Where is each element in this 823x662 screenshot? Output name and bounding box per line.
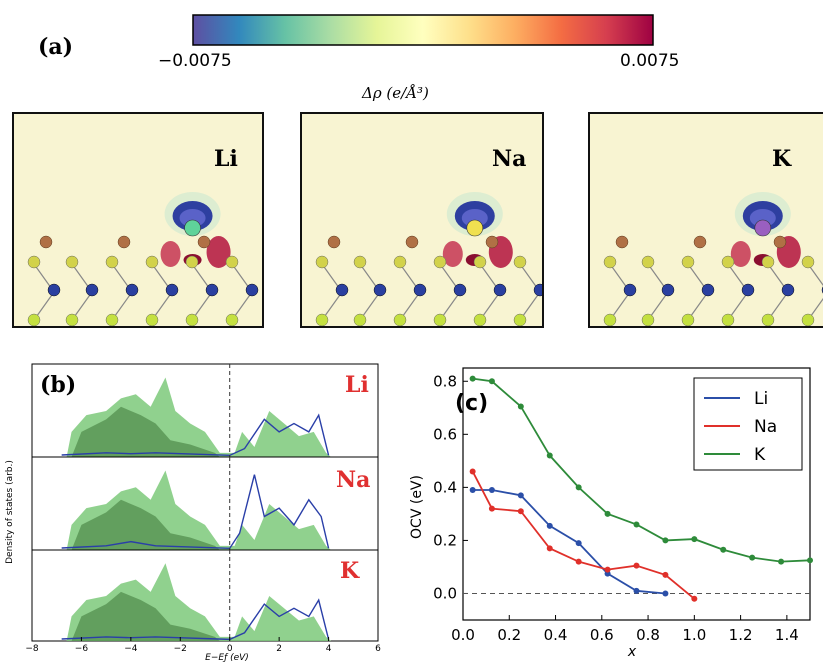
ocv-y-tick-label: 0.4 bbox=[433, 478, 457, 496]
snapshot-li: Li bbox=[12, 112, 264, 328]
adsorbed-ion bbox=[466, 219, 484, 237]
data-point bbox=[720, 546, 727, 553]
data-point bbox=[546, 545, 553, 552]
data-point bbox=[604, 566, 611, 573]
panel-b-label: (b) bbox=[40, 372, 77, 398]
colorbar-axis-label: Δρ (e/Å³) bbox=[362, 84, 429, 102]
data-point bbox=[517, 508, 524, 515]
charge-density bbox=[442, 192, 513, 268]
ocv-series bbox=[469, 375, 813, 602]
data-point bbox=[488, 487, 495, 494]
dos-x-tick-label: −6 bbox=[75, 644, 89, 654]
snapshot-li-label: Li bbox=[214, 146, 238, 172]
dos-x-tick-label: 4 bbox=[326, 644, 332, 654]
adsorbed-ion bbox=[184, 219, 201, 237]
data-point bbox=[662, 537, 669, 544]
snapshot-na: Na bbox=[300, 112, 544, 328]
dos-ylabel: Density of states (arb.) bbox=[5, 460, 15, 564]
lattice bbox=[27, 235, 259, 326]
ocv-x-tick-label: 0.8 bbox=[636, 626, 660, 644]
dos-subplot bbox=[31, 549, 379, 642]
dos-x-tick-label: −8 bbox=[25, 644, 39, 654]
dos-subplots bbox=[31, 363, 379, 642]
dos-subplot bbox=[31, 456, 379, 551]
adsorbed-ion bbox=[754, 219, 772, 237]
series-k bbox=[469, 375, 813, 565]
data-point bbox=[546, 522, 553, 529]
colorbar bbox=[192, 14, 654, 46]
snapshot-na-label: Na bbox=[492, 146, 527, 172]
series-na bbox=[469, 468, 698, 602]
data-point bbox=[778, 558, 785, 565]
legend-box bbox=[693, 377, 803, 471]
ocv-y-tick-label: 0.2 bbox=[433, 531, 457, 549]
data-point bbox=[807, 557, 813, 564]
data-point bbox=[691, 536, 698, 543]
snapshot-na-image bbox=[315, 192, 542, 326]
data-point bbox=[575, 558, 582, 565]
data-point bbox=[691, 595, 698, 602]
colorbar-max-label: 0.0075 bbox=[620, 51, 680, 71]
ocv-x-tick-label: 0.6 bbox=[590, 626, 614, 644]
ocv-x-tick-label: 0.4 bbox=[544, 626, 568, 644]
data-point bbox=[488, 378, 495, 385]
dos-x-tick-label: 2 bbox=[276, 644, 282, 654]
dos-x-tick-label: −2 bbox=[174, 644, 187, 654]
data-point bbox=[575, 540, 582, 547]
ocv-y-tick-label: 0.6 bbox=[433, 425, 457, 443]
dos-li-label: Li bbox=[345, 372, 369, 398]
ocv-y-tick-label: 0.8 bbox=[433, 372, 457, 390]
data-point bbox=[662, 571, 669, 578]
legend-label: Na bbox=[754, 417, 777, 437]
colorbar-bar bbox=[192, 14, 654, 46]
snapshot-k-image bbox=[603, 192, 823, 326]
dos-x-tick-label: −4 bbox=[124, 644, 138, 654]
data-point bbox=[546, 452, 553, 459]
snapshot-li-image bbox=[27, 192, 259, 326]
ocv-x-tick-label: 1.0 bbox=[682, 626, 706, 644]
charge-density bbox=[160, 192, 231, 268]
dos-x-tick-label: 6 bbox=[375, 644, 381, 654]
ocv-xlabel: x bbox=[627, 644, 637, 660]
dos-x-ticks: −8 −6 −4 −2 0 2 4 6 bbox=[25, 637, 381, 654]
snapshot-k-label: K bbox=[772, 146, 792, 172]
ocv-x-tick-label: 0.2 bbox=[497, 626, 521, 644]
ocv-ylabel: OCV (eV) bbox=[409, 475, 425, 539]
dos-figure: Density of states (arb.) −8 −6 −4 −2 0 2 4 6 E−… bbox=[5, 363, 381, 662]
ocv-chart: 0.0 0.2 0.4 0.6 0.8 1.0 1.2 1.40.00.20.40.60.8 … bbox=[409, 367, 813, 660]
data-point bbox=[469, 375, 476, 382]
data-point bbox=[517, 403, 524, 410]
ocv-x-tick-label: 1.2 bbox=[729, 626, 753, 644]
ocv-y-tick-label: 0.0 bbox=[433, 584, 457, 602]
data-point bbox=[633, 521, 640, 528]
data-point bbox=[633, 587, 640, 594]
dos-na-label: Na bbox=[336, 467, 371, 493]
panel-c-label: (c) bbox=[455, 391, 488, 416]
data-point bbox=[469, 487, 476, 494]
ocv-legend: Li Na K bbox=[693, 377, 803, 471]
data-point bbox=[604, 510, 611, 517]
dos-k-label: K bbox=[340, 558, 360, 584]
dos-xlabel: E−Eƒ (eV) bbox=[205, 653, 249, 662]
charge-density bbox=[730, 192, 801, 268]
ocv-x-tick-label: 0.0 bbox=[451, 626, 475, 644]
data-point bbox=[517, 492, 524, 499]
lattice bbox=[603, 235, 823, 326]
lattice bbox=[315, 235, 542, 326]
ocv-x-tick-label: 1.4 bbox=[775, 626, 799, 644]
data-point bbox=[469, 468, 476, 475]
snapshot-k: K bbox=[588, 112, 823, 328]
legend-label: K bbox=[754, 445, 766, 465]
colorbar-min-label: −0.0075 bbox=[158, 51, 232, 71]
legend-label: Li bbox=[754, 389, 768, 409]
data-point bbox=[633, 562, 640, 569]
dos-x-tick-label: 0 bbox=[227, 644, 233, 654]
data-point bbox=[575, 484, 582, 491]
data-point bbox=[749, 554, 756, 561]
dos-subplot bbox=[31, 363, 379, 458]
data-point bbox=[488, 505, 495, 512]
series-line bbox=[472, 489, 666, 595]
data-point bbox=[662, 590, 669, 597]
panel-a-label: (a) bbox=[38, 34, 74, 60]
